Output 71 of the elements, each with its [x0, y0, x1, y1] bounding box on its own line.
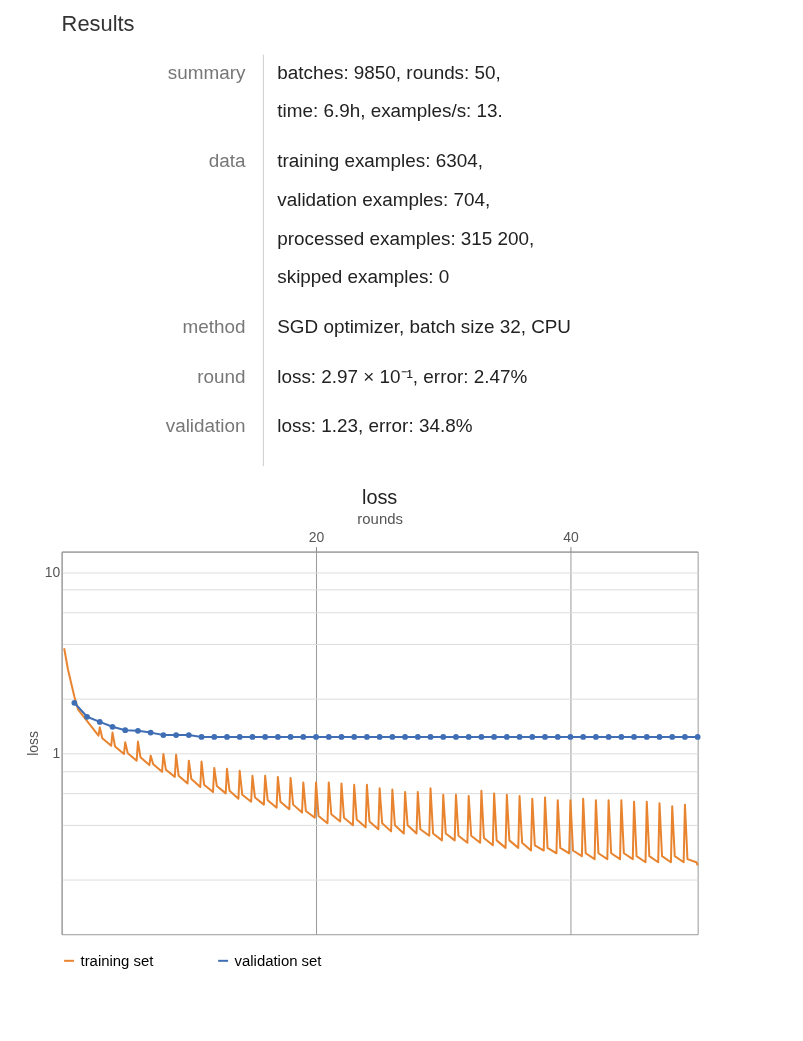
point: [554, 734, 561, 740]
category-label: data: [208, 150, 246, 171]
point: [542, 734, 548, 740]
point: [96, 718, 103, 725]
point: [529, 734, 536, 740]
category-label: method: [182, 315, 246, 337]
point: [402, 734, 408, 740]
point: [71, 699, 78, 706]
point: [287, 734, 294, 740]
category-label: validation: [165, 415, 246, 437]
text: training examples: 6304, validation examples: 704, processed examples: 315 200, skipped examples: 0: [277, 150, 535, 288]
point: [453, 734, 459, 740]
point: [618, 734, 625, 740]
point: [224, 734, 230, 740]
y-axis-title: loss: [24, 731, 41, 756]
x-tick-label: 20: [308, 529, 325, 546]
x-axis-title: rounds: [357, 511, 403, 528]
point: [656, 734, 663, 740]
text: loss: 1.23, error: 34.8%: [277, 415, 473, 437]
point: [160, 732, 167, 738]
point: [592, 734, 599, 740]
x-tick-label: 40: [563, 529, 579, 546]
point: [109, 723, 116, 730]
point: [274, 734, 281, 740]
chart-title: loss: [361, 485, 398, 508]
point: [173, 732, 179, 738]
point: [389, 734, 396, 740]
point: [313, 734, 319, 740]
point: [198, 734, 205, 740]
category-label: round: [197, 365, 246, 387]
point: [122, 727, 129, 734]
point: [325, 734, 332, 740]
y-tick-label: 10: [44, 563, 61, 580]
point: [567, 734, 574, 740]
point: [84, 713, 90, 720]
point: [147, 729, 154, 736]
point: [211, 734, 218, 740]
point: [440, 734, 447, 740]
point: [236, 734, 243, 740]
text: Results: [61, 11, 135, 37]
line-series: [63, 647, 699, 867]
point: [185, 732, 192, 738]
point: [631, 734, 637, 740]
category-label: summary: [167, 61, 247, 83]
point: [135, 727, 141, 734]
point: [478, 734, 485, 740]
point: [427, 734, 434, 740]
point: [643, 734, 650, 740]
point: [249, 734, 256, 740]
point: [694, 734, 701, 740]
point: [503, 734, 510, 740]
legend-label: training set: [80, 952, 155, 969]
point: [516, 734, 523, 740]
legend-label: validation set: [234, 952, 323, 969]
point: [580, 734, 587, 740]
point: [491, 734, 498, 740]
point: [338, 734, 345, 740]
y-tick-label: 1: [52, 744, 61, 761]
point: [262, 734, 269, 740]
point: [414, 734, 421, 740]
point: [376, 734, 383, 740]
point: [465, 734, 472, 740]
point: [364, 734, 370, 740]
point: [669, 734, 676, 740]
point: [300, 734, 307, 740]
text: batches: 9850, rounds: 50, time: 6.9h, examples/s: 13.: [277, 61, 503, 122]
text: SGD optimizer, batch size 32, CPU: [277, 315, 572, 337]
point: [351, 734, 358, 740]
text: loss: 2.97 × 10⁻¹, error: 2.47%: [277, 365, 528, 387]
point: [682, 734, 688, 740]
point: [605, 734, 612, 740]
